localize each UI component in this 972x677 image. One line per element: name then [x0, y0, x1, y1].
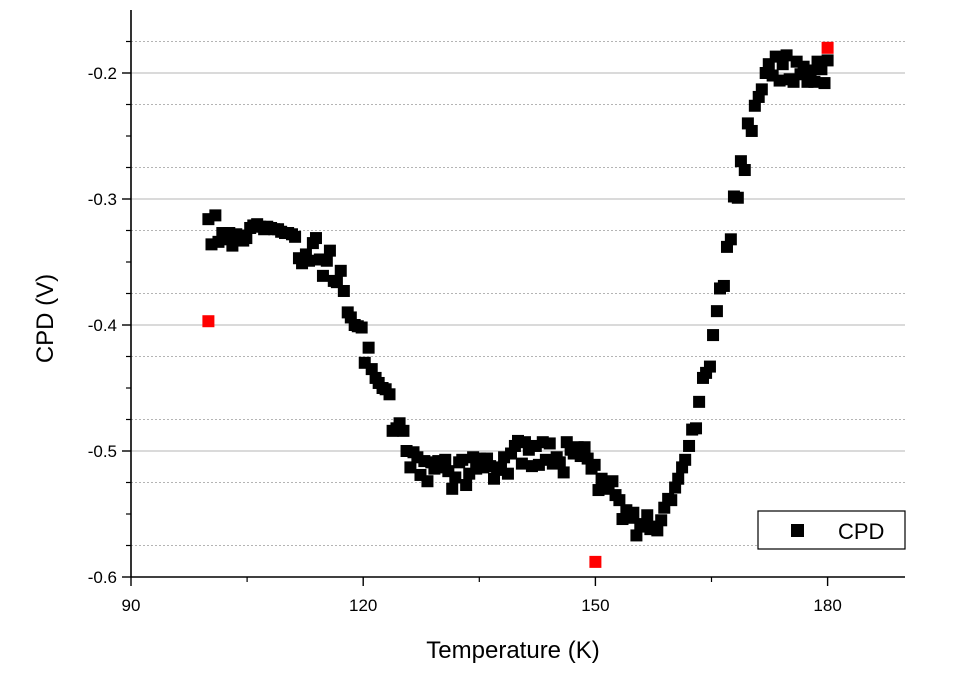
data-point [606, 475, 619, 488]
data-point [780, 49, 793, 62]
data-point [421, 475, 434, 488]
data-points [202, 41, 834, 568]
data-point [818, 77, 831, 90]
data-point [741, 117, 754, 130]
data-point [226, 239, 239, 252]
data-point [665, 494, 678, 507]
data-point [446, 482, 459, 495]
axis-ticks: 90 120 150 180 -0.6 -0.5 -0.4 -0.3 -0.2 [88, 40, 842, 615]
series-highlight [202, 41, 834, 568]
data-point [808, 75, 821, 88]
data-point [672, 472, 685, 485]
data-point [683, 439, 696, 452]
data-point [439, 453, 452, 466]
data-point [362, 341, 375, 354]
data-point [755, 83, 768, 96]
data-point [397, 424, 410, 437]
data-point [821, 54, 834, 67]
legend-label-cpd: CPD [838, 519, 884, 544]
data-point [449, 471, 462, 484]
data-point [557, 466, 570, 479]
data-point [707, 329, 720, 342]
data-point [738, 164, 751, 177]
data-point [620, 504, 633, 517]
x-tick-label: 180 [813, 596, 841, 615]
data-point [724, 233, 737, 246]
data-point [404, 461, 417, 474]
data-point [303, 254, 316, 267]
data-point [651, 524, 664, 537]
data-point [679, 453, 692, 466]
data-point [588, 458, 601, 471]
data-point [209, 209, 222, 222]
data-point [309, 232, 322, 245]
x-tick-label: 120 [349, 596, 377, 615]
legend-box [757, 510, 906, 550]
series-cpd [202, 49, 834, 542]
data-point [693, 395, 706, 408]
x-tick-label: 90 [122, 596, 141, 615]
grid-lines [131, 41, 905, 546]
data-point [320, 254, 333, 267]
legend-marker [791, 524, 804, 537]
data-point [456, 453, 469, 466]
data-point [578, 441, 591, 454]
data-point [797, 60, 810, 73]
highlight-point [821, 41, 834, 54]
data-point [355, 321, 368, 334]
highlight-point [202, 315, 215, 328]
x-tick-label: 150 [581, 596, 609, 615]
data-point [655, 514, 668, 527]
data-point [334, 264, 347, 277]
data-point [690, 422, 703, 435]
data-point [710, 305, 723, 318]
data-point [773, 74, 786, 87]
data-point [703, 360, 716, 373]
data-point [323, 244, 336, 257]
data-point [337, 284, 350, 297]
x-axis-title: Temperature (K) [426, 637, 599, 664]
data-point [460, 479, 473, 492]
y-axis-title: CPD (V) [32, 274, 59, 363]
data-point [731, 191, 744, 204]
legend: CPD [757, 510, 906, 550]
data-point [745, 124, 758, 137]
y-tick-label: -0.5 [88, 442, 117, 461]
data-point [717, 279, 730, 292]
data-point [313, 253, 326, 266]
data-point [553, 456, 566, 469]
highlight-point [589, 555, 602, 568]
data-point [501, 467, 514, 480]
data-point [613, 494, 626, 507]
y-tick-label: -0.3 [88, 190, 117, 209]
data-point [289, 230, 302, 243]
data-point [316, 269, 329, 282]
y-tick-label: -0.6 [88, 568, 117, 587]
y-tick-label: -0.4 [88, 316, 117, 335]
y-tick-label: -0.2 [88, 64, 117, 83]
data-point [515, 457, 528, 470]
data-point [627, 506, 640, 519]
data-point [543, 437, 556, 450]
data-point [641, 509, 654, 522]
data-point [240, 232, 253, 245]
data-point [383, 388, 396, 401]
